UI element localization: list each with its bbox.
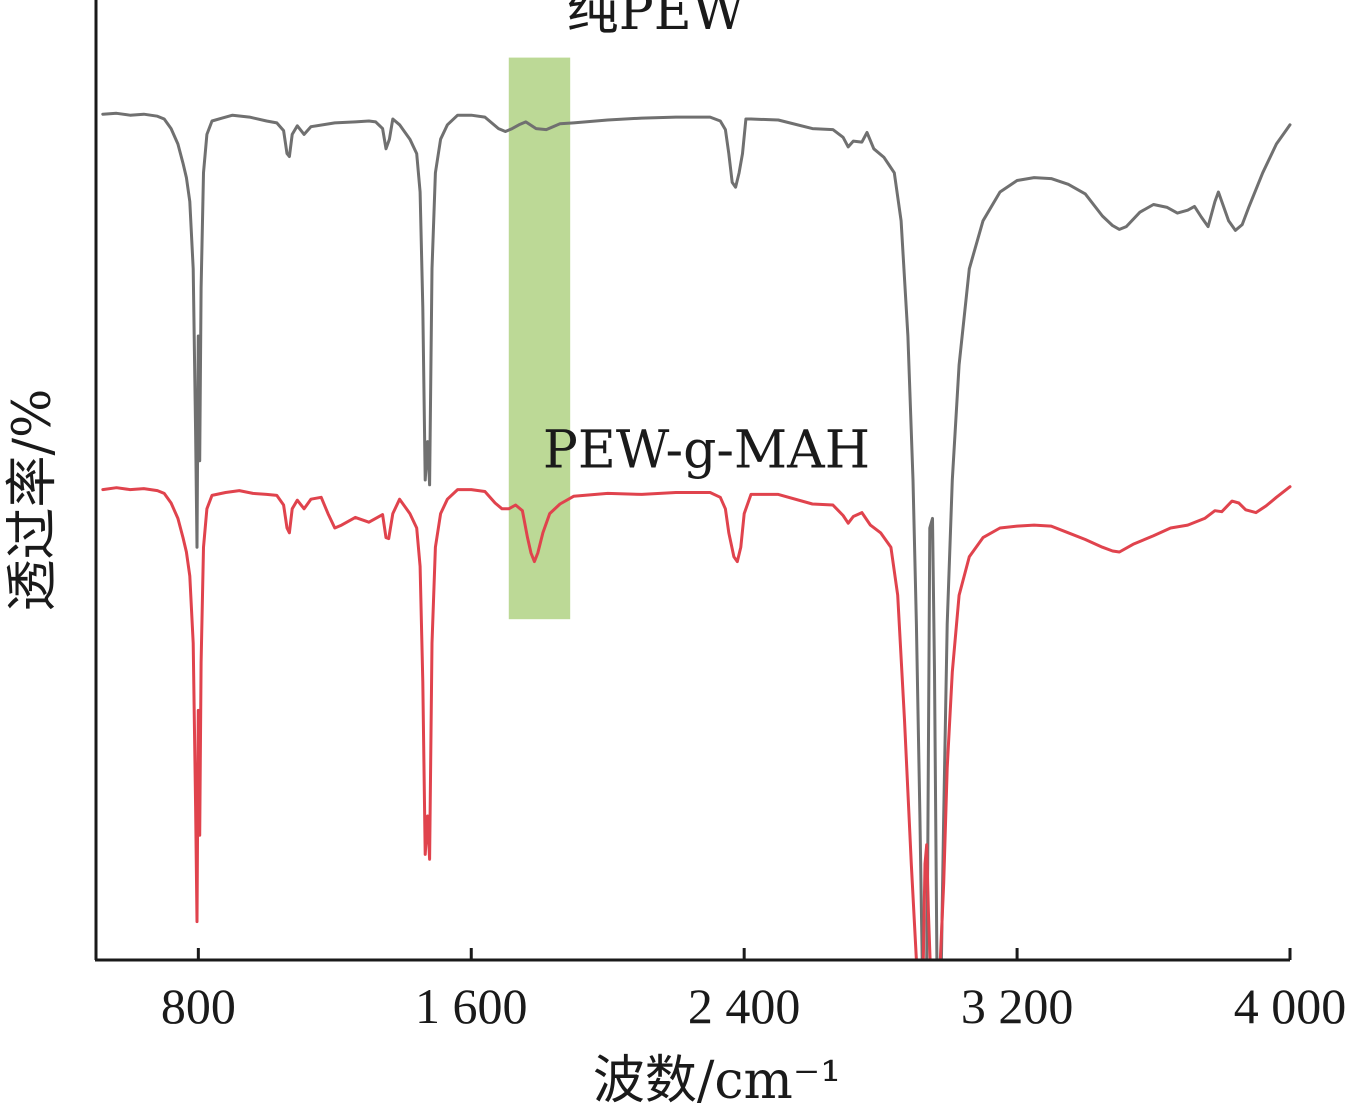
axes bbox=[94, 0, 1290, 962]
x-tick-label: 800 bbox=[161, 978, 236, 1034]
x-tick-label: 1 600 bbox=[415, 978, 528, 1034]
series-line-1 bbox=[101, 485, 1292, 962]
series-label-pure-pew: 纯PEW bbox=[567, 0, 746, 42]
x-tick-label: 4 000 bbox=[1234, 978, 1347, 1034]
x-ticks: 800 1 600 2 400 3 200 4 000 bbox=[161, 948, 1346, 1034]
highlight-band bbox=[508, 57, 571, 620]
y-axis-title: 透过率/% bbox=[3, 389, 63, 612]
series-lines bbox=[101, 111, 1292, 962]
x-axis-title: 波数/cm⁻¹ bbox=[593, 1051, 841, 1111]
series-line-0 bbox=[101, 111, 1292, 962]
series-label-pew-g-mah: PEW-g-MAH bbox=[543, 421, 870, 481]
x-tick-label: 2 400 bbox=[688, 978, 801, 1034]
x-tick-label: 3 200 bbox=[961, 978, 1074, 1034]
